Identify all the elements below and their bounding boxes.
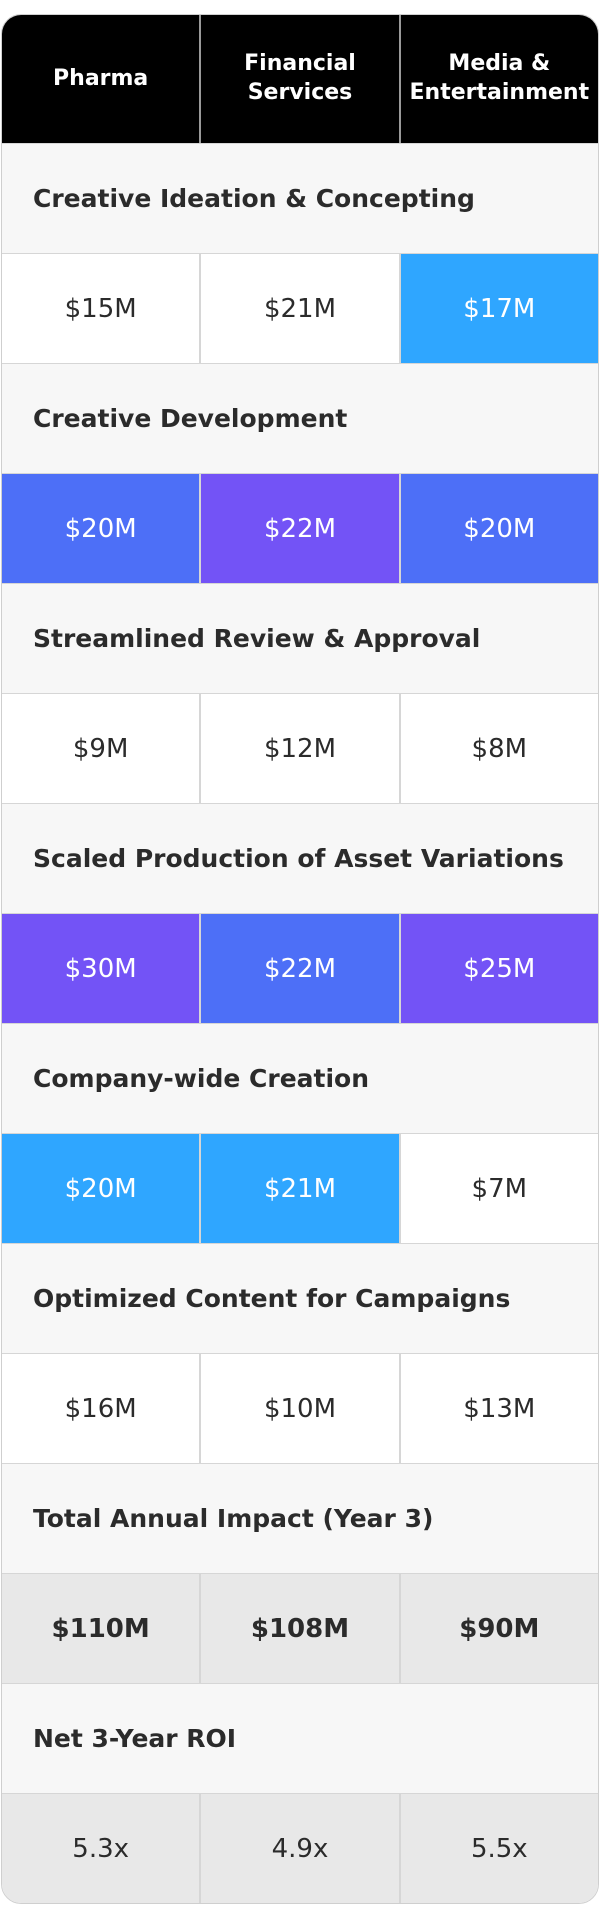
- value-cell: 4.9x: [199, 1794, 399, 1903]
- value-cell: $90M: [398, 1574, 598, 1683]
- row-label: Creative Development: [2, 363, 598, 473]
- value-cell: $20M: [2, 1134, 200, 1243]
- value-cell: $30M: [2, 914, 200, 1023]
- value-cell: $8M: [398, 694, 598, 803]
- row-label: Company-wide Creation: [2, 1023, 598, 1133]
- value-cell: $20M: [398, 474, 598, 583]
- value-cell: $21M: [199, 254, 399, 363]
- value-row: 5.3x 4.9x 5.5x: [2, 1793, 598, 1903]
- value-cell: $9M: [2, 694, 200, 803]
- row-label: Streamlined Review & Approval: [2, 583, 598, 693]
- value-cell: $21M: [199, 1134, 399, 1243]
- value-row: $20M $22M $20M: [2, 473, 598, 583]
- value-row: $110M $108M $90M: [2, 1573, 598, 1683]
- row-label: Scaled Production of Asset Variations: [2, 803, 598, 913]
- value-cell: $110M: [2, 1574, 200, 1683]
- value-cell: 5.3x: [2, 1794, 200, 1903]
- value-row: $20M $21M $7M: [2, 1133, 598, 1243]
- value-cell: $12M: [199, 694, 399, 803]
- row-label: Total Annual Impact (Year 3): [2, 1463, 598, 1573]
- value-cell: $7M: [398, 1134, 598, 1243]
- row-label: Optimized Content for Campaigns: [2, 1243, 598, 1353]
- value-row: $30M $22M $25M: [2, 913, 598, 1023]
- value-cell: $22M: [199, 474, 399, 583]
- value-cell: $22M: [199, 914, 399, 1023]
- value-cell: $15M: [2, 254, 200, 363]
- value-cell: $108M: [199, 1574, 399, 1683]
- value-cell: $10M: [199, 1354, 399, 1463]
- header-row: Pharma Financial Services Media & Entertai…: [2, 15, 598, 143]
- column-header: Financial Services: [199, 15, 398, 143]
- value-cell: $16M: [2, 1354, 200, 1463]
- row-label: Net 3-Year ROI: [2, 1683, 598, 1793]
- column-header: Pharma: [53, 65, 149, 91]
- value-row: $16M $10M $13M: [2, 1353, 598, 1463]
- value-cell: 5.5x: [398, 1794, 598, 1903]
- value-row: $15M $21M $17M: [2, 253, 598, 363]
- row-label: Creative Ideation & Concepting: [2, 143, 598, 253]
- value-row: $9M $12M $8M: [2, 693, 598, 803]
- value-cell: $20M: [2, 474, 200, 583]
- value-cell: $25M: [398, 914, 598, 1023]
- value-cell: $13M: [398, 1354, 598, 1463]
- roi-table: Pharma Financial Services Media & Entertai…: [1, 14, 599, 1904]
- value-cell: $17M: [398, 254, 598, 363]
- column-header: Media & Entertainment: [398, 15, 598, 143]
